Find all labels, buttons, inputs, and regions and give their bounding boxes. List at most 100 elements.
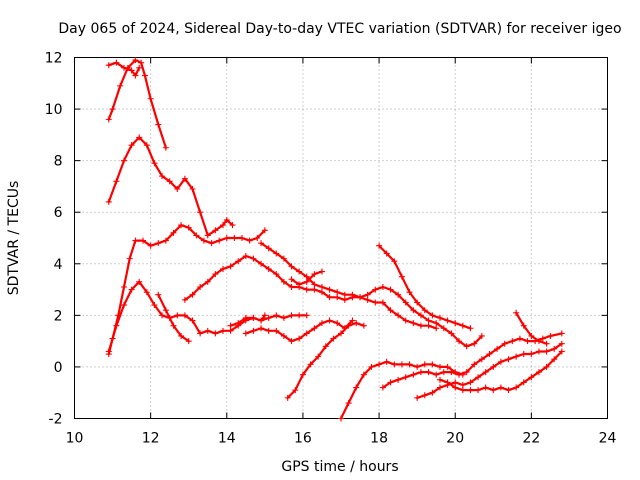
data-point [128, 142, 135, 149]
data-point [280, 278, 287, 285]
x-tick-label: 24 [599, 431, 617, 447]
data-point [174, 186, 181, 193]
data-point [189, 186, 196, 193]
data-point [398, 273, 405, 280]
data-point [463, 343, 470, 350]
data-point [296, 281, 303, 288]
chart-title: Day 065 of 2024, Sidereal Day-to-day VTE… [58, 21, 621, 37]
data-point [174, 312, 181, 319]
y-tick-label: -2 [49, 412, 63, 428]
series-line [378, 244, 472, 330]
data-point [239, 235, 246, 241]
data-point [117, 82, 124, 89]
data-point [299, 371, 306, 378]
x-tick-label: 12 [142, 431, 160, 447]
data-point [326, 286, 333, 293]
data-point [341, 291, 348, 298]
data-point [318, 320, 325, 327]
data-point [273, 250, 280, 257]
x-tick-label: 18 [370, 431, 388, 447]
series-arc-8 [258, 240, 440, 332]
data-point [471, 340, 478, 347]
data-point [516, 335, 523, 342]
data-point [303, 330, 310, 337]
data-point [436, 363, 443, 370]
data-point [311, 286, 318, 293]
data-point [136, 278, 143, 285]
data-point [155, 240, 162, 247]
series-arc-13 [338, 358, 466, 422]
series-arc-9 [288, 268, 325, 288]
data-point [273, 327, 280, 334]
data-point [242, 330, 249, 337]
data-point [189, 291, 196, 298]
series-line [107, 58, 167, 149]
data-point [250, 255, 257, 262]
data-point [223, 216, 230, 223]
data-point [296, 268, 303, 275]
data-point [528, 351, 535, 358]
series-arc-11 [227, 312, 310, 329]
data-point [311, 271, 318, 278]
data-point [497, 358, 504, 365]
data-point [345, 400, 352, 407]
data-point [452, 379, 459, 386]
data-point [376, 361, 383, 368]
data-point [204, 232, 211, 239]
data-point [387, 307, 394, 314]
data-point [197, 283, 204, 290]
data-point [436, 314, 443, 321]
data-point [288, 312, 295, 319]
x-tick-label: 16 [294, 431, 312, 447]
data-point [433, 320, 440, 327]
data-point [315, 353, 322, 360]
data-point [128, 67, 135, 74]
data-point [258, 317, 265, 324]
data-point [463, 369, 470, 376]
data-point [475, 374, 482, 381]
data-point [151, 302, 158, 309]
data-point [360, 322, 367, 329]
data-point [311, 325, 318, 332]
data-point [258, 240, 265, 247]
data-point [113, 178, 120, 185]
data-point [513, 353, 520, 360]
data-point [166, 178, 173, 185]
data-point [212, 330, 219, 337]
series-line [107, 136, 234, 237]
data-point [288, 283, 295, 290]
data-point [288, 276, 295, 283]
data-point [334, 320, 341, 327]
data-point [364, 291, 371, 298]
data-point [303, 286, 310, 293]
data-point [543, 348, 550, 355]
y-tick-label: 6 [54, 205, 63, 221]
data-point [258, 325, 265, 332]
grid [74, 57, 608, 419]
data-point [444, 379, 451, 386]
data-point [444, 363, 451, 370]
x-tick-label: 22 [522, 431, 540, 447]
data-point [448, 330, 455, 337]
series-arc-17 [436, 348, 565, 394]
data-point [265, 327, 272, 334]
series-arc-7 [181, 253, 485, 350]
data-point [475, 387, 482, 394]
x-tick-label: 20 [446, 431, 464, 447]
data-point [212, 227, 219, 234]
data-point [227, 322, 234, 329]
data-point [433, 371, 440, 378]
data-point [197, 330, 204, 337]
data-point [459, 387, 466, 394]
series-layer [105, 57, 565, 422]
data-point [204, 327, 211, 334]
data-point [535, 348, 542, 355]
data-point [254, 235, 261, 241]
data-point [105, 116, 112, 123]
data-point [143, 289, 150, 296]
data-point [414, 363, 421, 370]
data-point [505, 356, 512, 363]
y-tick-label: 4 [54, 257, 63, 273]
data-point [105, 351, 112, 358]
data-point [417, 312, 424, 319]
